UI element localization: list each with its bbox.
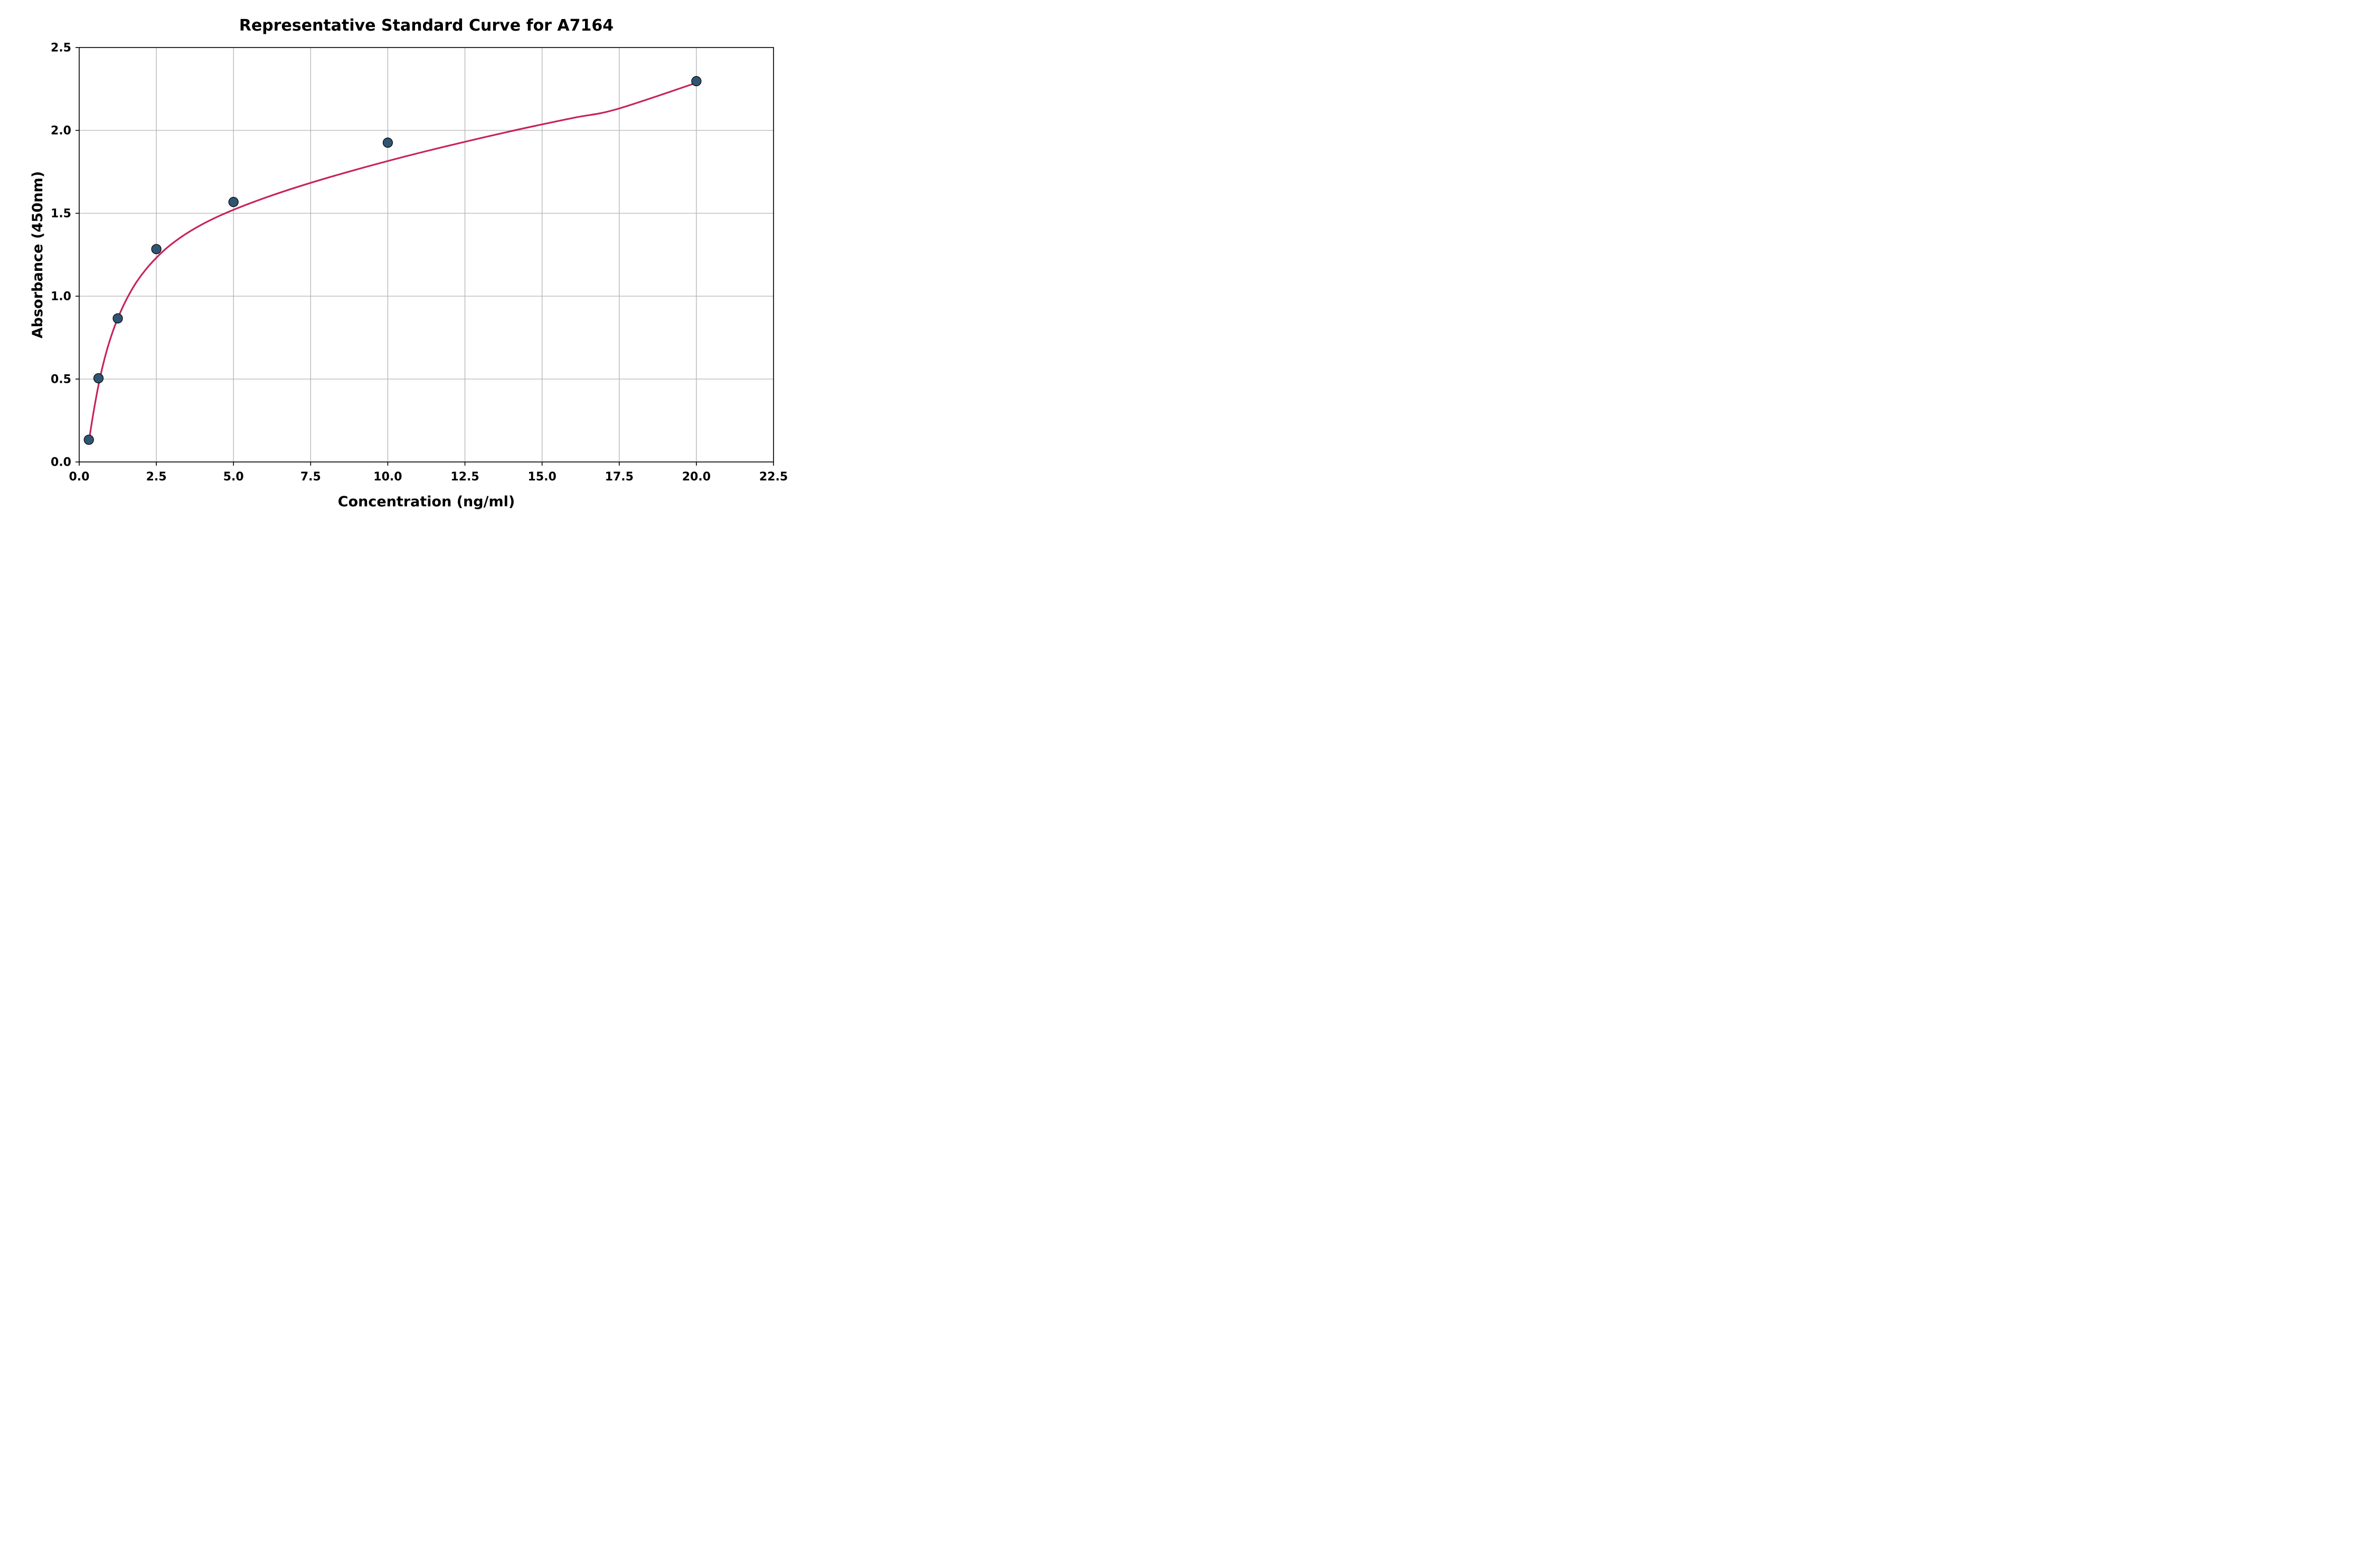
y-tick-label: 2.0: [51, 125, 71, 138]
x-tick-label: 5.0: [223, 470, 244, 484]
data-point: [113, 314, 122, 323]
y-tick-label: 0.0: [51, 456, 71, 469]
x-tick-label: 10.0: [373, 470, 402, 484]
y-tick-label: 1.5: [51, 207, 71, 221]
x-tick-label: 0.0: [69, 470, 90, 484]
chart-title: Representative Standard Curve for A7164: [239, 16, 614, 35]
data-point: [229, 197, 238, 207]
data-point: [94, 373, 103, 383]
x-tick-label: 20.0: [682, 470, 711, 484]
x-axis-label: Concentration (ng/ml): [338, 494, 515, 510]
data-point: [152, 244, 161, 254]
data-point: [84, 435, 93, 445]
y-tick-label: 2.5: [51, 42, 71, 55]
x-tick-label: 7.5: [300, 470, 321, 484]
y-tick-label: 0.5: [51, 373, 71, 386]
x-tick-label: 12.5: [450, 470, 479, 484]
y-tick-label: 1.0: [51, 290, 71, 304]
standard-curve-chart: 0.0 2.5 5.0 7.5 10.0 12.5 15.0 17.5 20.0 22.5 0.0 0…: [0, 0, 792, 523]
chart-svg: 0.0 2.5 5.0 7.5 10.0 12.5 15.0 17.5 20.0 22.5 0.0 0…: [0, 0, 792, 523]
x-tick-label: 17.5: [605, 470, 634, 484]
data-point: [692, 77, 701, 86]
x-tick-label: 22.5: [759, 470, 788, 484]
x-tick-label: 2.5: [146, 470, 167, 484]
data-point: [383, 138, 392, 147]
y-axis-label: Absorbance (450nm): [30, 171, 46, 338]
x-tick-label: 15.0: [528, 470, 557, 484]
